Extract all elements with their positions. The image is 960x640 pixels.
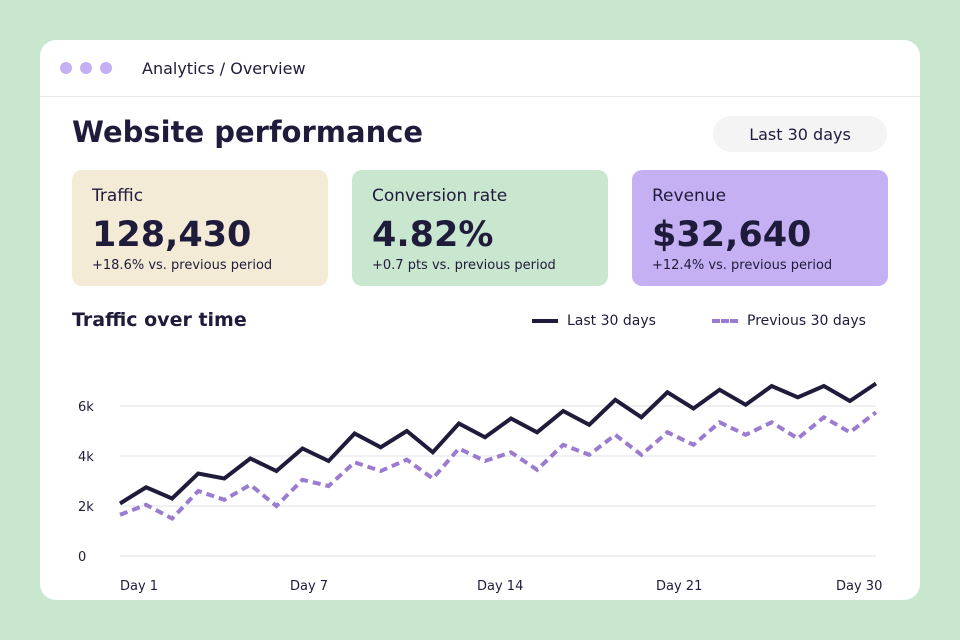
chart-title: Traffic over time: [72, 309, 247, 331]
metric-delta: +18.6% vs. previous period: [92, 258, 273, 273]
y-tick-label: 6k: [78, 400, 94, 415]
metric-label: Revenue: [652, 186, 727, 206]
legend-swatch-dashed: [712, 319, 738, 323]
legend-item-previous-30-days[interactable]: Previous 30 days: [712, 312, 866, 330]
legend-label: Previous 30 days: [747, 313, 866, 329]
series-line-last-30-days: [118, 381, 878, 506]
metric-label: Traffic: [92, 186, 144, 206]
breadcrumb: Analytics / Overview: [142, 59, 306, 78]
metric-value: 128,430: [92, 215, 252, 255]
x-tick-label: Day 21: [656, 579, 702, 594]
x-tick-label: Day 1: [120, 579, 158, 594]
traffic-line-chart: 0 2k 4k 6k Day 1 Day 7 Day 14 Day 21 Day 30: [78, 381, 882, 594]
y-tick-label: 2k: [78, 500, 94, 515]
metric-value: 4.82%: [372, 215, 494, 255]
series-line-previous-30-days: [119, 410, 878, 521]
title-bar: Analytics / Overview: [40, 40, 920, 97]
app-window: Analytics / Overview Website performance…: [40, 40, 920, 600]
y-tick-label: 0: [78, 550, 86, 565]
metric-label: Conversion rate: [372, 186, 508, 206]
legend-item-last-30-days[interactable]: Last 30 days: [532, 312, 656, 330]
metric-value: $32,640: [652, 215, 812, 255]
x-tick-label: Day 14: [477, 579, 523, 594]
x-tick-label: Day 7: [290, 579, 328, 594]
metric-delta: +12.4% vs. previous period: [652, 258, 833, 273]
x-tick-label: Day 30: [836, 579, 882, 594]
y-tick-label: 4k: [78, 450, 94, 465]
window-close-dot[interactable]: [60, 62, 72, 74]
metric-delta: +0.7 pts vs. previous period: [372, 258, 556, 273]
legend-swatch-solid: [532, 319, 558, 323]
metric-card-traffic: Traffic 128,430 +18.6% vs. previous peri…: [72, 170, 328, 286]
date-range-button[interactable]: Last 30 days: [713, 116, 887, 152]
window-minimize-dot[interactable]: [80, 62, 92, 74]
page-title: Website performance: [72, 115, 424, 149]
metric-card-revenue: Revenue $32,640 +12.4% vs. previous peri…: [632, 170, 888, 286]
legend-label: Last 30 days: [567, 313, 656, 329]
window-maximize-dot[interactable]: [100, 62, 112, 74]
metric-card-conversion-rate: Conversion rate 4.82% +0.7 pts vs. previ…: [352, 170, 608, 286]
